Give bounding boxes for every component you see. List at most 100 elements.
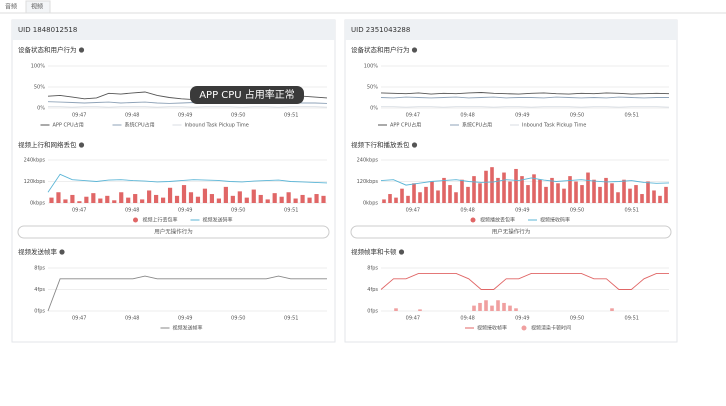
x-tick-label: 09:50: [231, 316, 245, 322]
legend-label: Inbound Task Pickup Time: [522, 123, 586, 129]
bar: [616, 192, 620, 203]
y-tick-label: 120kbps: [24, 179, 46, 185]
help-icon: [78, 142, 85, 148]
bar: [272, 193, 277, 203]
panel-header: [12, 20, 335, 40]
tab[interactable]: 视频: [31, 3, 43, 11]
line: [380, 177, 670, 186]
bar: [610, 308, 614, 311]
bar: [532, 174, 536, 203]
bar: [49, 197, 54, 203]
bar: [538, 179, 542, 203]
bar: [592, 179, 596, 203]
button-label[interactable]: 用户无操作行为: [154, 228, 193, 236]
bar: [244, 197, 249, 203]
legend-label: APP CPU占用: [53, 122, 84, 129]
tooltip: [190, 86, 304, 104]
x-tick-label: 09:51: [284, 208, 298, 214]
line: [47, 173, 328, 193]
legend-label: 视频发送码率: [203, 217, 233, 224]
x-tick-label: 09:47: [72, 208, 86, 214]
help-icon: [78, 47, 85, 53]
bar: [400, 188, 404, 203]
bar: [514, 308, 518, 311]
x-tick-label: 09:51: [625, 316, 639, 322]
button[interactable]: [17, 225, 330, 239]
y-tick-label: 240kbps: [357, 158, 379, 164]
x-tick-label: 09:51: [625, 113, 639, 119]
bar: [472, 305, 476, 311]
bar: [209, 194, 215, 203]
bar: [147, 190, 152, 203]
bar: [610, 183, 614, 203]
y-tick-label: 100%: [31, 64, 46, 70]
x-tick-label: 09:50: [231, 113, 245, 119]
y-tick-label: 8fps: [34, 266, 45, 272]
bar: [574, 181, 578, 203]
bar: [484, 300, 488, 311]
bar: [314, 194, 319, 203]
x-tick-label: 09:49: [515, 316, 529, 322]
x-tick-label: 09:47: [406, 208, 420, 214]
bar: [300, 194, 305, 203]
legend-label: 视频接收码率: [540, 217, 570, 224]
x-tick-label: 09:48: [125, 113, 139, 119]
legend-label: Inbound Task Pickup Time: [185, 123, 249, 129]
bar: [628, 188, 632, 203]
bar: [388, 194, 392, 203]
legend-label: 视频渲染卡顿时间: [531, 325, 571, 332]
y-tick-label: 50%: [34, 85, 45, 91]
bar: [321, 195, 326, 203]
bar: [265, 199, 270, 203]
bar: [496, 300, 500, 311]
bar: [430, 181, 434, 203]
legend-swatch: [521, 325, 527, 331]
y-tick-label: 0kbps: [363, 201, 378, 207]
y-tick-label: 120kbps: [357, 179, 379, 185]
bar: [484, 170, 488, 203]
bar: [412, 183, 416, 203]
bar: [604, 177, 608, 203]
bar: [126, 197, 131, 203]
bar: [167, 187, 173, 203]
line: [380, 92, 670, 95]
button[interactable]: [350, 225, 672, 239]
bar: [508, 305, 512, 311]
legend-label: 视频上行丢包率: [143, 217, 178, 224]
y-tick-label: 0%: [37, 106, 45, 112]
x-tick-label: 09:48: [460, 113, 474, 119]
legend-label: 视频发送帧率: [173, 325, 203, 332]
bar: [508, 181, 512, 203]
tab[interactable]: 音频: [5, 3, 17, 11]
bar: [195, 196, 201, 203]
bar: [258, 194, 263, 203]
y-tick-label: 0fps: [367, 309, 378, 315]
legend-swatch: [133, 217, 138, 223]
bar: [466, 186, 470, 203]
legend-label: 系统CPU占用: [125, 122, 155, 129]
bar: [442, 177, 446, 203]
panel-header: [345, 20, 677, 40]
bar: [586, 172, 590, 203]
bar: [230, 195, 235, 203]
x-tick-label: 09:48: [460, 316, 474, 322]
bar: [406, 195, 410, 203]
bar: [293, 198, 298, 203]
x-tick-label: 09:47: [406, 316, 420, 322]
bar: [544, 186, 548, 203]
bar: [77, 201, 82, 203]
bar: [237, 191, 242, 203]
bar: [188, 192, 194, 203]
legend-label: 视频播放丢包率: [480, 217, 515, 224]
bar: [556, 183, 560, 203]
bar: [140, 199, 145, 203]
bar: [91, 193, 96, 203]
y-tick-label: 50%: [367, 85, 378, 91]
bar: [502, 302, 506, 311]
button-label[interactable]: 用户无操作行为: [492, 228, 531, 236]
bar: [514, 168, 518, 203]
bar: [307, 197, 312, 203]
bar: [216, 198, 221, 203]
bar: [119, 192, 124, 203]
bar: [622, 179, 626, 203]
